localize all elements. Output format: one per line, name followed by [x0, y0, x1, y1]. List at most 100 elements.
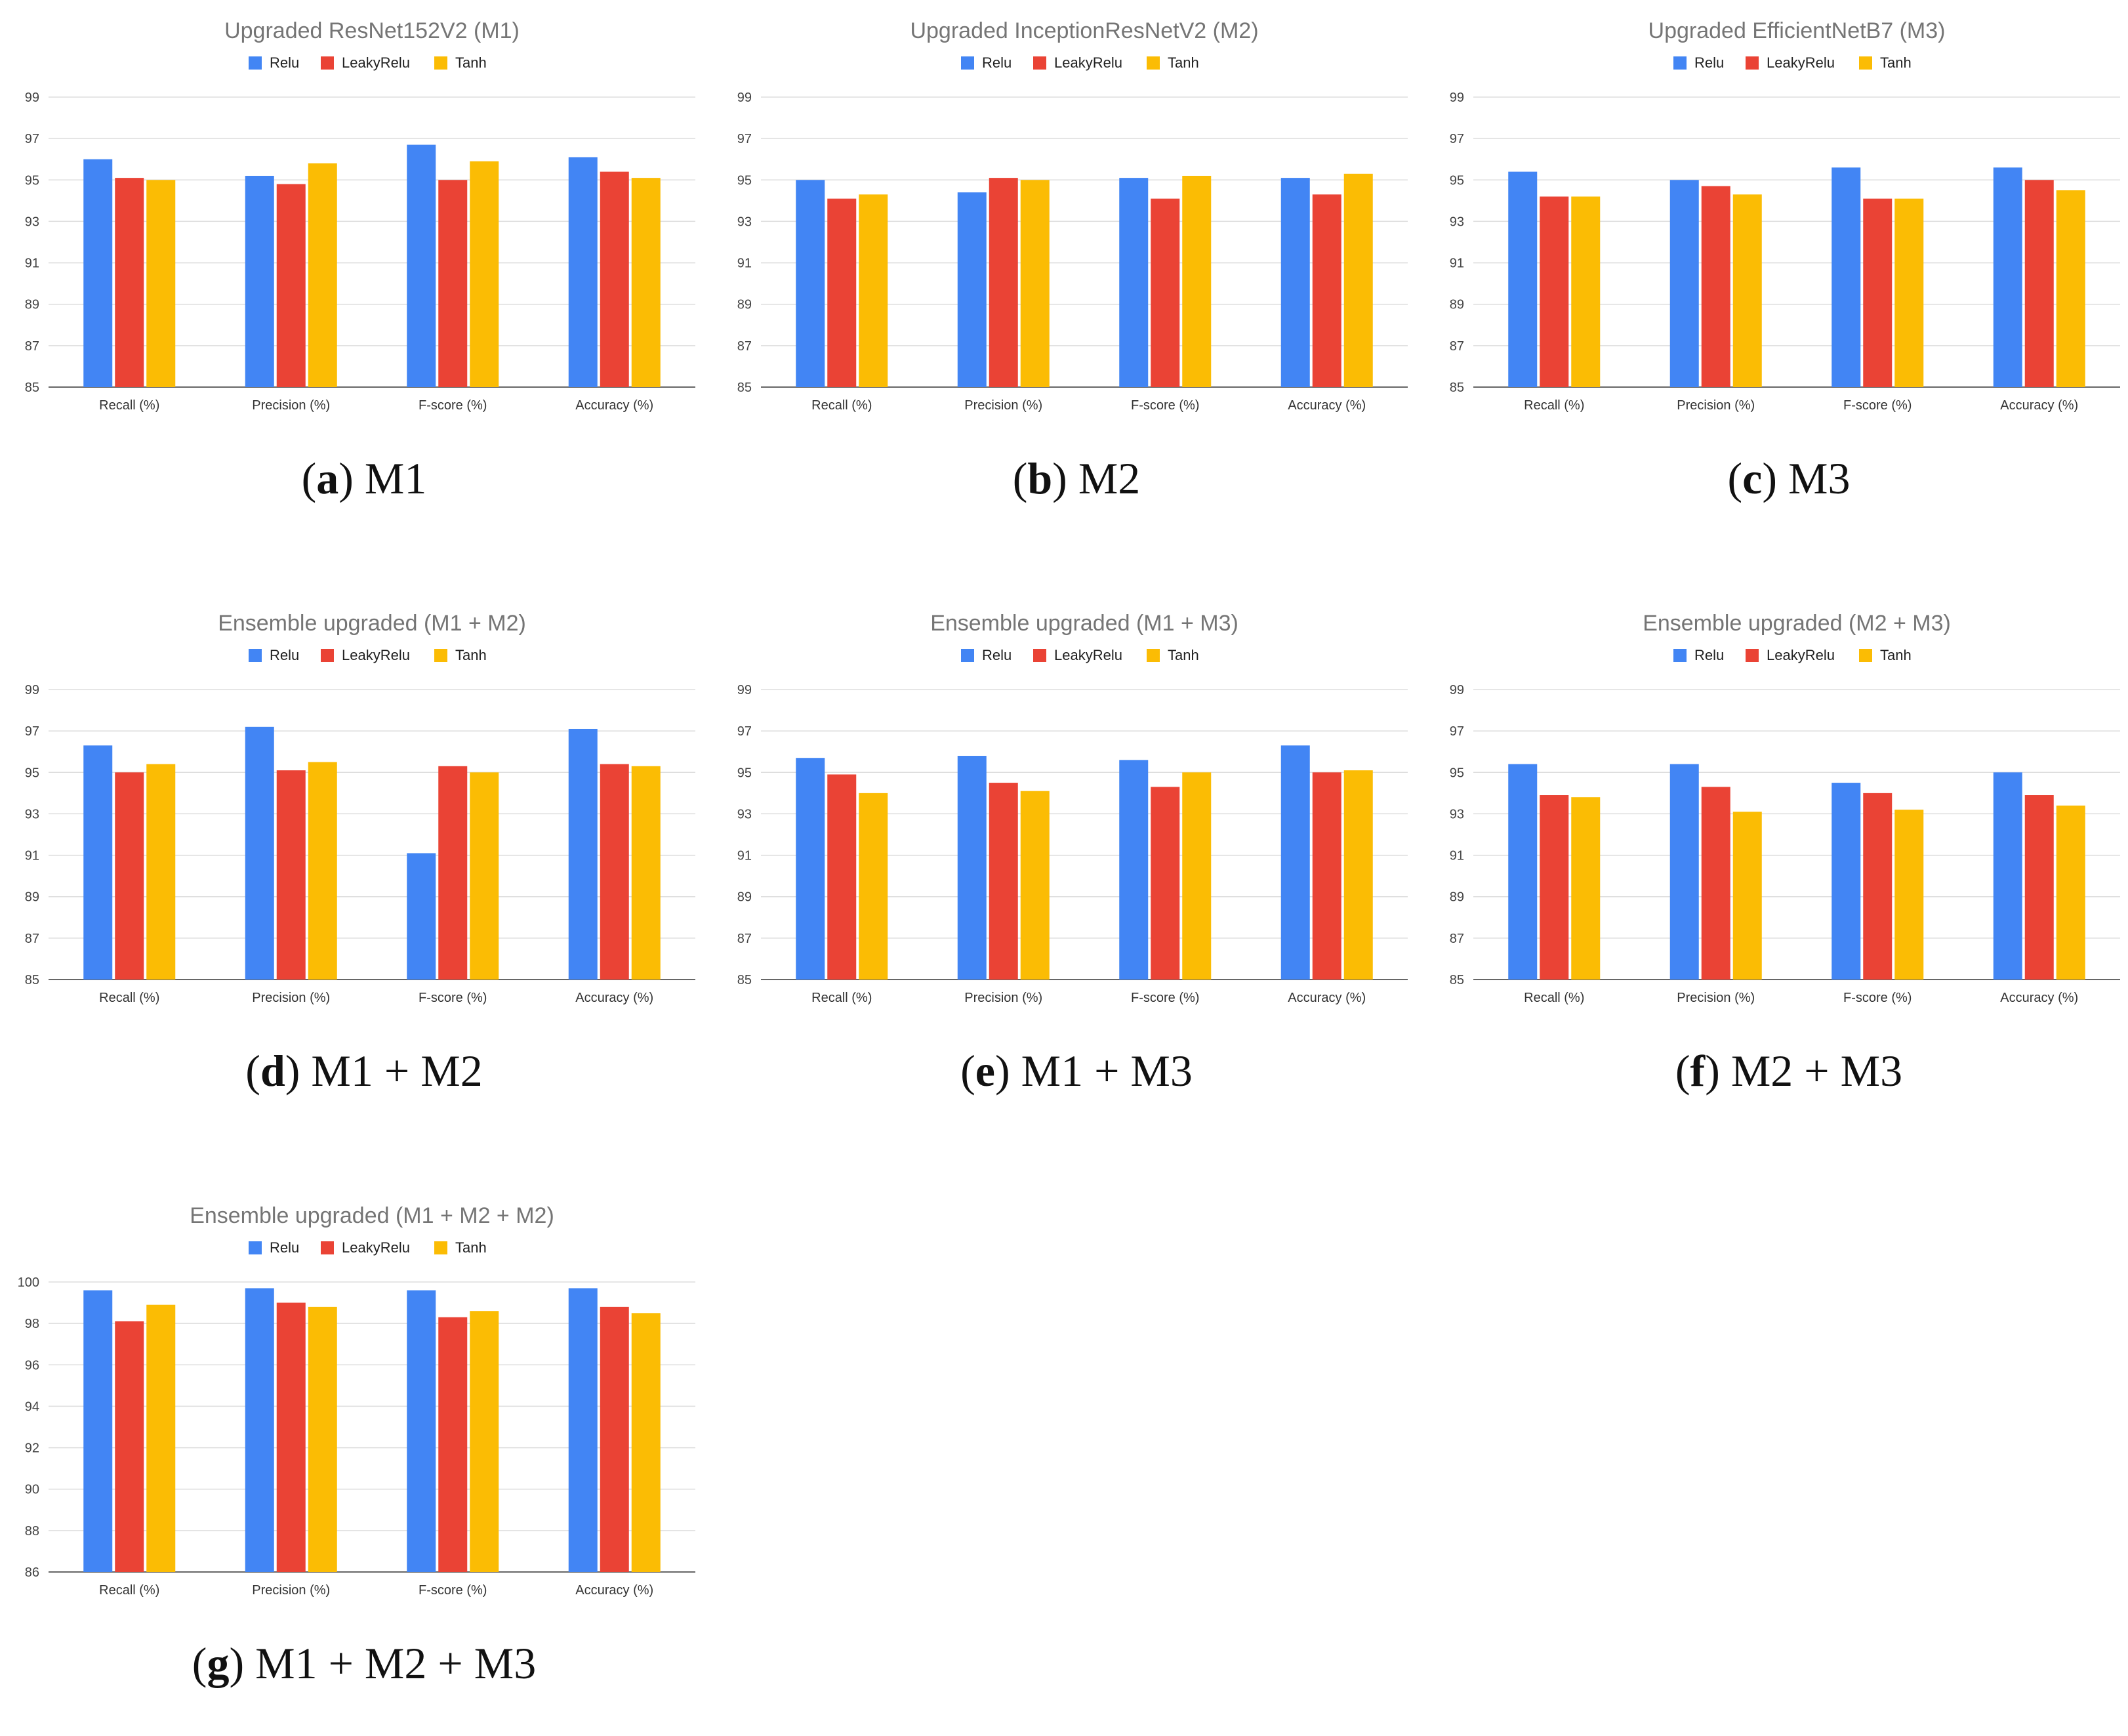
- legend-swatch-relu: [1673, 649, 1687, 662]
- bar-leakyrelu: [438, 1317, 468, 1572]
- bar-relu: [407, 1290, 436, 1572]
- y-tick-label: 97: [1450, 132, 1464, 146]
- legend-swatch-relu: [249, 56, 262, 70]
- bar-leakyrelu: [989, 178, 1018, 387]
- y-tick-label: 87: [737, 339, 752, 354]
- x-category-label: F-score (%): [419, 398, 487, 413]
- y-tick-label: 89: [1450, 298, 1464, 312]
- y-tick-label: 91: [737, 849, 752, 863]
- bar-tanh: [631, 1313, 661, 1572]
- y-tick-label: 87: [1450, 932, 1464, 946]
- legend-swatch-tanh: [434, 649, 447, 662]
- bar-tanh: [1182, 175, 1212, 387]
- legend-swatch-leakyrelu: [1033, 56, 1046, 70]
- bar-tanh: [1020, 791, 1050, 980]
- caption-text: M3: [1788, 453, 1851, 503]
- bar-relu: [1669, 180, 1699, 387]
- bar-leakyrelu: [2024, 795, 2054, 980]
- y-tick-label: 85: [25, 973, 39, 987]
- legend-swatch-leakyrelu: [1746, 649, 1759, 662]
- y-tick-label: 89: [1450, 890, 1464, 905]
- legend-label-leakyrelu: LeakyRelu: [1767, 647, 1835, 663]
- legend-swatch-relu: [249, 1241, 262, 1254]
- bar-tanh: [1343, 770, 1373, 980]
- x-category-label: Accuracy (%): [1288, 991, 1366, 1005]
- chart-panel-c: Upgraded EfficientNetB7 (M3) Relu LeakyRel…: [1438, 0, 2128, 551]
- y-tick-label: 99: [737, 91, 752, 105]
- bar-leakyrelu: [1701, 186, 1730, 387]
- y-tick-label: 85: [737, 973, 752, 987]
- x-category-label: Recall (%): [99, 1583, 159, 1598]
- bar-leakyrelu: [827, 774, 857, 980]
- bar-leakyrelu: [600, 171, 629, 387]
- x-category-label: Accuracy (%): [2000, 991, 2078, 1005]
- bar-leakyrelu: [1312, 772, 1341, 980]
- y-tick-label: 94: [25, 1399, 39, 1414]
- bar-leakyrelu: [989, 783, 1018, 980]
- y-tick-label: 100: [18, 1275, 39, 1290]
- bar-tanh: [146, 180, 176, 387]
- y-tick-label: 99: [25, 683, 39, 697]
- bar-relu: [245, 726, 274, 980]
- chart-title: Ensemble upgraded (M1 + M2): [218, 611, 526, 636]
- y-tick-label: 92: [25, 1441, 39, 1456]
- x-category-label: Precision (%): [964, 398, 1042, 413]
- legend-swatch-relu: [249, 649, 262, 662]
- legend-label-leakyrelu: LeakyRelu: [1054, 54, 1122, 71]
- figure-caption-g: (g) M1 + M2 + M3: [192, 1638, 537, 1688]
- y-tick-label: 96: [25, 1358, 39, 1373]
- y-tick-label: 89: [737, 298, 752, 312]
- y-tick-label: 93: [1450, 215, 1464, 229]
- x-category-label: F-score (%): [1843, 398, 1912, 413]
- x-category-label: Precision (%): [252, 1583, 330, 1598]
- bar-tanh: [631, 178, 661, 387]
- y-tick-label: 88: [25, 1524, 39, 1539]
- x-category-label: F-score (%): [419, 991, 487, 1005]
- bar-tanh: [470, 1311, 499, 1572]
- bar-tanh: [1343, 173, 1373, 387]
- bar-relu: [407, 853, 436, 980]
- bar-tanh: [2056, 805, 2085, 980]
- legend-swatch-tanh: [1859, 649, 1872, 662]
- legend-swatch-leakyrelu: [321, 1241, 334, 1254]
- bar-tanh: [1571, 196, 1601, 387]
- x-category-label: Precision (%): [252, 398, 330, 413]
- bar-leakyrelu: [1863, 793, 1893, 980]
- legend-label-relu: Relu: [270, 54, 299, 71]
- y-tick-label: 99: [25, 91, 39, 105]
- y-tick-label: 85: [25, 381, 39, 395]
- figure-caption-a: (a) M1: [301, 453, 427, 503]
- y-tick-label: 99: [737, 683, 752, 697]
- bar-relu: [1508, 764, 1538, 980]
- y-tick-label: 99: [1450, 91, 1464, 105]
- bar-relu: [83, 159, 113, 387]
- y-tick-label: 89: [737, 890, 752, 905]
- legend-label-relu: Relu: [982, 54, 1012, 71]
- x-category-label: Recall (%): [99, 991, 159, 1005]
- x-category-label: Recall (%): [1524, 991, 1584, 1005]
- x-category-label: F-score (%): [1843, 991, 1912, 1005]
- legend-label-leakyrelu: LeakyRelu: [342, 54, 410, 71]
- bar-tanh: [308, 762, 337, 980]
- figure-caption-e: (e) M1 + M3: [960, 1046, 1193, 1096]
- bar-relu: [1280, 745, 1310, 980]
- bar-relu: [1119, 760, 1149, 980]
- legend-swatch-relu: [961, 649, 974, 662]
- caption-text: M1 + M2: [311, 1046, 483, 1096]
- y-tick-label: 93: [25, 807, 39, 821]
- legend-label-leakyrelu: LeakyRelu: [1767, 54, 1835, 71]
- y-tick-label: 91: [737, 257, 752, 271]
- chart-title: Ensemble upgraded (M1 + M2 + M2): [190, 1203, 554, 1228]
- y-tick-label: 89: [25, 298, 39, 312]
- bar-leakyrelu: [1863, 198, 1893, 387]
- bar-relu: [1119, 178, 1149, 387]
- chart-title: Ensemble upgraded (M1 + M3): [930, 611, 1238, 636]
- y-tick-label: 85: [1450, 381, 1464, 395]
- bar-tanh: [859, 194, 888, 387]
- y-tick-label: 98: [25, 1317, 39, 1331]
- legend-label-tanh: Tanh: [1168, 647, 1199, 663]
- chart-title: Upgraded InceptionResNetV2 (M2): [910, 18, 1258, 43]
- bar-relu: [1831, 783, 1861, 980]
- bar-chart-g: Ensemble upgraded (M1 + M2 + M2) Relu Leak…: [18, 1203, 695, 1598]
- chart-title: Upgraded ResNet152V2 (M1): [224, 18, 520, 43]
